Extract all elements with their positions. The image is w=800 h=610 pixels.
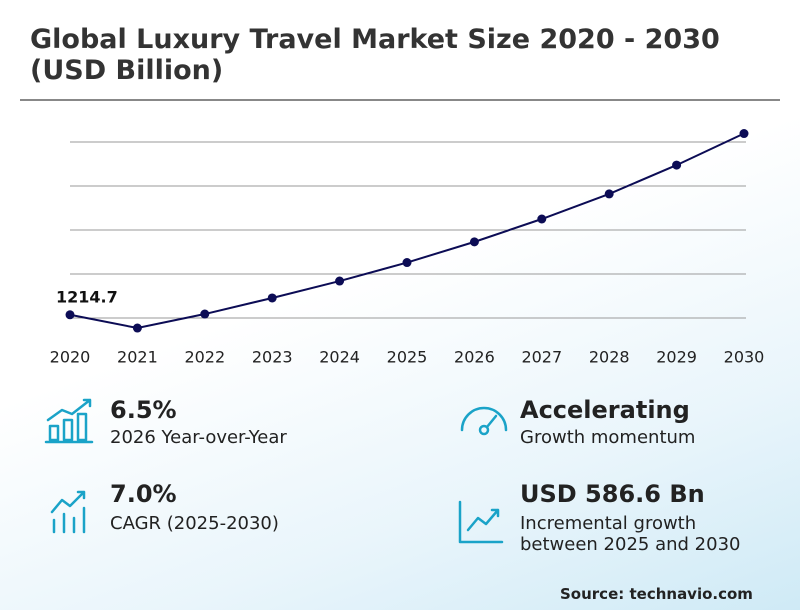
point (267, 293, 277, 303)
x-tick-label: 2029 (656, 348, 697, 367)
point (65, 310, 75, 320)
title-line: Global Luxury Travel Market Size 2020 - … (30, 24, 720, 55)
kpi: 7.0% CAGR (2025-2030) (110, 480, 279, 534)
point (739, 129, 749, 139)
point (537, 214, 547, 224)
kpi-label: CAGR (2025-2030) (110, 513, 279, 534)
kpi-label-line: between 2025 and 2030 (520, 534, 741, 555)
x-tick-label: 2026 (454, 348, 495, 367)
point (132, 323, 142, 333)
point (672, 160, 682, 170)
kpi-value: 6.5% (110, 396, 177, 424)
kpi-label: Growth momentum (520, 427, 696, 448)
x-tick-label: 2025 (387, 348, 428, 367)
kpi-value: 7.0% (110, 480, 177, 508)
kpi: Accelerating Growth momentum (520, 396, 695, 448)
x-tick-label: 2030 (724, 348, 765, 367)
divider (20, 99, 780, 101)
point (469, 237, 479, 247)
point (200, 309, 210, 319)
source: Source: technavio.com (560, 585, 753, 603)
trend-icon (50, 490, 86, 534)
kpi-label-line: Incremental growth (520, 513, 697, 534)
growth-icon (458, 500, 504, 544)
kpi: USD 586.6 Bn Incremental growth between … (520, 480, 740, 555)
x-tick-label: 2023 (252, 348, 293, 367)
gauge-icon (460, 406, 508, 436)
point (604, 189, 614, 199)
title-line: (USD Billion) (30, 55, 224, 86)
data-label: 1214.7 (56, 287, 118, 306)
point (402, 258, 412, 268)
kpi-value: Accelerating (520, 396, 690, 424)
x-tick-label: 2021 (117, 348, 158, 367)
x-tick-label: 2027 (521, 348, 562, 367)
x-tick-label: 2028 (589, 348, 630, 367)
bar-icon (44, 398, 94, 444)
x-tick-label: 2022 (184, 348, 225, 367)
kpi-label: 2026 Year-over-Year (110, 427, 287, 448)
x-tick-label: 2024 (319, 348, 360, 367)
x-tick-label: 2020 (50, 348, 91, 367)
chart: 2020 2021 2022 2023 2024 2025 2026 2027 2028 2029… (50, 129, 765, 367)
title: Global Luxury Travel Market Size 2020 - … (30, 24, 720, 86)
kpi-value: USD 586.6 Bn (520, 480, 705, 508)
kpi: 6.5% 2026 Year-over-Year (110, 396, 287, 448)
kpi-label: Incremental growth between 2025 and 2030 (520, 513, 740, 555)
point (335, 276, 345, 286)
